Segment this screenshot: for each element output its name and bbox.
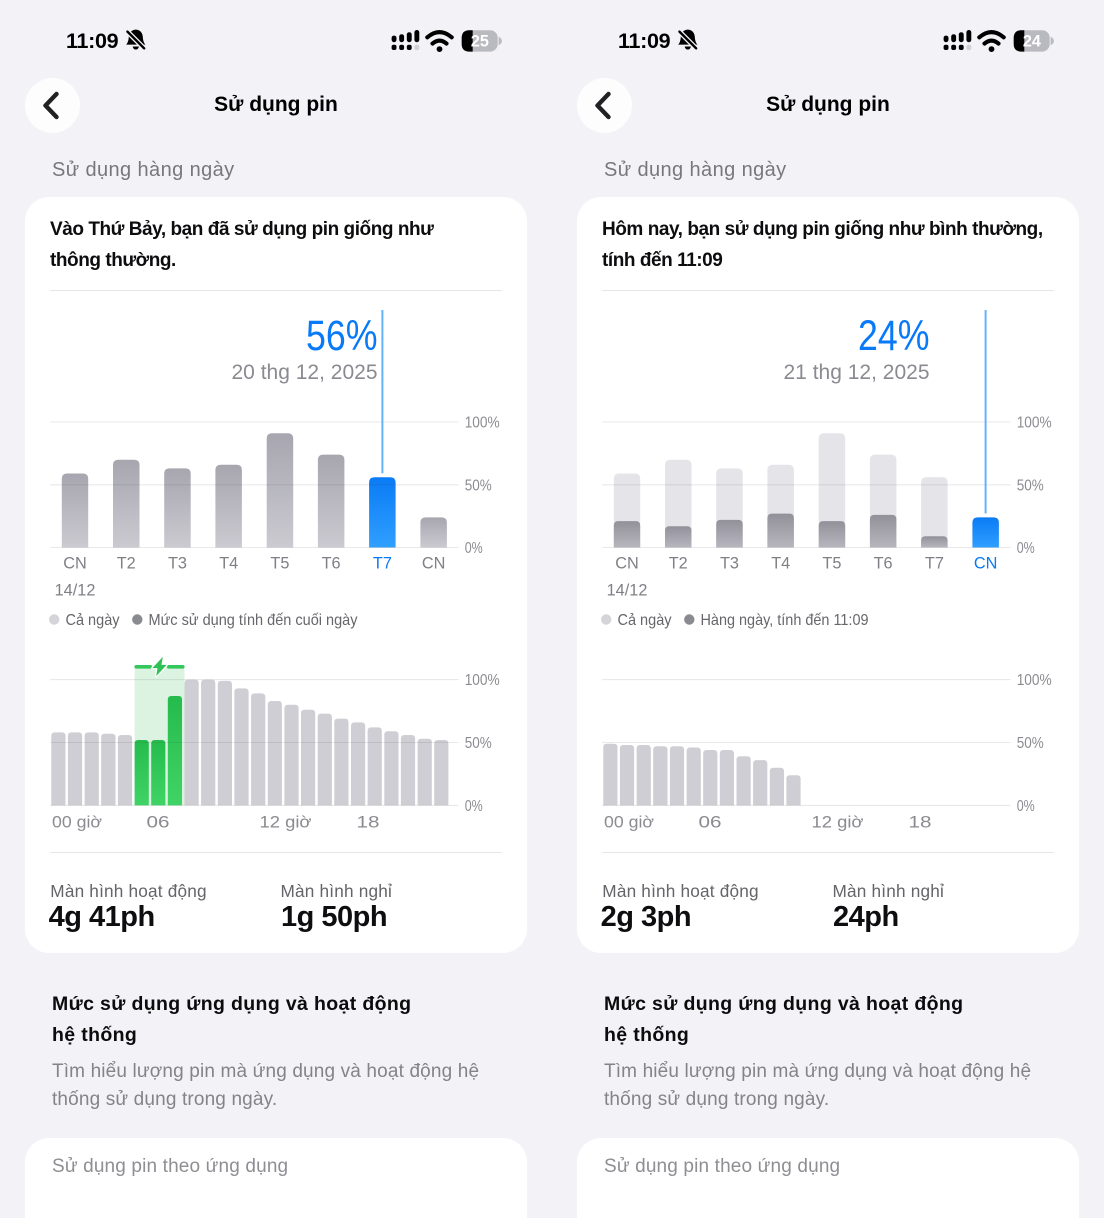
- svg-text:50%: 50%: [1017, 735, 1044, 752]
- svg-text:24%: 24%: [858, 312, 930, 360]
- svg-text:100%: 100%: [465, 672, 500, 689]
- svg-text:20 thg 12, 2025: 20 thg 12, 2025: [232, 361, 378, 384]
- svg-text:0%: 0%: [1017, 540, 1035, 557]
- svg-text:0%: 0%: [465, 540, 483, 557]
- svg-text:Cả ngày: Cả ngày: [66, 612, 120, 629]
- svg-text:06: 06: [699, 814, 722, 832]
- svg-text:CN: CN: [615, 555, 639, 573]
- svg-text:24: 24: [1023, 33, 1041, 51]
- svg-text:T3: T3: [720, 555, 739, 573]
- svg-text:50%: 50%: [465, 477, 492, 494]
- svg-text:50%: 50%: [465, 735, 492, 752]
- svg-text:T7: T7: [925, 555, 944, 573]
- svg-text:CN: CN: [974, 555, 998, 573]
- svg-text:Mức sử dụng tính đến cuối ngày: Mức sử dụng tính đến cuối ngày: [149, 612, 358, 629]
- svg-text:T4: T4: [771, 555, 790, 573]
- svg-text:18: 18: [909, 814, 932, 832]
- svg-text:00 giờ: 00 giờ: [52, 814, 102, 832]
- svg-text:06: 06: [147, 814, 170, 832]
- svg-text:56%: 56%: [306, 312, 378, 360]
- svg-text:T4: T4: [219, 555, 238, 573]
- svg-text:12 giờ: 12 giờ: [260, 814, 312, 832]
- svg-text:18: 18: [357, 814, 380, 832]
- svg-text:14/12: 14/12: [607, 582, 648, 600]
- svg-text:T2: T2: [669, 555, 688, 573]
- svg-text:50%: 50%: [1017, 477, 1044, 494]
- svg-text:Cả ngày: Cả ngày: [618, 612, 672, 629]
- svg-text:T7: T7: [373, 555, 392, 573]
- svg-text:100%: 100%: [1017, 672, 1052, 689]
- svg-text:100%: 100%: [1017, 415, 1052, 432]
- svg-text:T6: T6: [874, 555, 893, 573]
- svg-text:T5: T5: [822, 555, 841, 573]
- svg-text:14/12: 14/12: [55, 582, 96, 600]
- svg-text:Hàng ngày, tính đến 11:09: Hàng ngày, tính đến 11:09: [701, 612, 869, 629]
- svg-text:T3: T3: [168, 555, 187, 573]
- svg-text:T2: T2: [117, 555, 136, 573]
- svg-text:12 giờ: 12 giờ: [812, 814, 864, 832]
- svg-text:0%: 0%: [1017, 798, 1035, 815]
- svg-text:CN: CN: [63, 555, 87, 573]
- svg-text:100%: 100%: [465, 415, 500, 432]
- svg-text:21 thg 12, 2025: 21 thg 12, 2025: [784, 361, 930, 384]
- svg-text:00 giờ: 00 giờ: [604, 814, 654, 832]
- svg-text:CN: CN: [422, 555, 446, 573]
- svg-text:T5: T5: [270, 555, 289, 573]
- svg-text:25: 25: [471, 33, 489, 51]
- svg-text:0%: 0%: [465, 798, 483, 815]
- svg-text:T6: T6: [322, 555, 341, 573]
